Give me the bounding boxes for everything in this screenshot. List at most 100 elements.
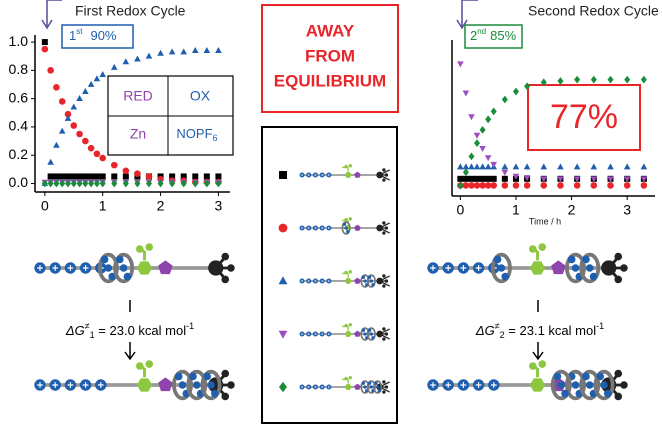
marker xyxy=(191,46,199,53)
marker xyxy=(53,173,60,180)
plus xyxy=(307,385,310,389)
plus xyxy=(37,265,43,271)
ring-unit xyxy=(363,385,367,389)
marker xyxy=(623,176,631,183)
plus xyxy=(475,382,482,388)
legend-marker xyxy=(279,381,287,393)
legend-marker xyxy=(278,330,288,339)
ring-unit xyxy=(589,272,598,281)
pyridine-knob xyxy=(145,243,154,251)
energy-symbol: ΔG xyxy=(475,323,495,338)
marker xyxy=(122,179,129,188)
plus xyxy=(300,332,304,336)
ring-unit xyxy=(561,389,569,398)
marker xyxy=(180,179,187,188)
pentagon xyxy=(354,171,361,178)
title-arrow xyxy=(456,0,478,30)
hexagon xyxy=(344,278,352,284)
marker xyxy=(501,182,509,189)
molecule xyxy=(299,323,390,341)
stopper-knob xyxy=(382,231,386,235)
stopper xyxy=(376,277,384,285)
marker xyxy=(180,173,187,180)
marker xyxy=(53,141,60,148)
marker xyxy=(485,175,492,182)
legend-marker xyxy=(278,276,288,285)
marker xyxy=(462,168,469,177)
marker xyxy=(203,173,210,180)
marker xyxy=(640,176,648,183)
marker xyxy=(41,179,48,188)
ring-unit xyxy=(493,255,502,264)
marker xyxy=(134,179,141,188)
ring xyxy=(360,380,370,394)
ring xyxy=(172,369,193,401)
molecule xyxy=(34,243,235,284)
stopper-knob xyxy=(382,327,386,331)
ring-unit xyxy=(571,264,580,272)
energy-exp: -1 xyxy=(186,321,194,331)
marker xyxy=(111,179,118,188)
marker xyxy=(468,163,475,170)
ring-unit xyxy=(371,283,375,287)
pentagon xyxy=(354,330,361,337)
marker xyxy=(87,144,95,152)
ring-unit xyxy=(211,389,219,398)
stopper-knob xyxy=(384,173,389,177)
plus xyxy=(300,226,304,230)
pentagon xyxy=(354,224,361,231)
pyridine-knob xyxy=(538,243,547,251)
pentagon xyxy=(354,277,361,284)
marker xyxy=(47,67,54,74)
marker xyxy=(93,173,100,180)
marker xyxy=(473,132,481,139)
stopper-knob xyxy=(221,252,230,261)
ring-unit xyxy=(100,255,109,264)
marker xyxy=(59,179,66,188)
marker xyxy=(468,152,475,161)
marker xyxy=(479,182,486,189)
marker xyxy=(134,55,141,62)
marker xyxy=(590,182,598,189)
marker xyxy=(557,176,564,183)
plus xyxy=(320,332,324,336)
badge-suffix: nd xyxy=(477,27,486,36)
marker xyxy=(53,84,60,91)
ring xyxy=(372,380,383,394)
plus xyxy=(314,173,317,177)
marker xyxy=(468,114,475,121)
ring xyxy=(550,369,572,401)
pyridine-knob xyxy=(348,323,352,327)
marker xyxy=(47,179,54,188)
marker xyxy=(540,176,548,183)
ring-unit xyxy=(178,381,187,389)
stopper xyxy=(601,260,617,276)
marker xyxy=(468,175,475,182)
molecule xyxy=(427,360,628,401)
marker xyxy=(203,46,211,53)
ring-unit xyxy=(374,381,378,385)
marker xyxy=(215,173,222,180)
marker xyxy=(540,78,547,87)
plus xyxy=(327,279,331,283)
ring xyxy=(186,369,208,401)
pyridine-knob xyxy=(528,245,537,253)
stopper-knob xyxy=(614,252,623,261)
marker xyxy=(145,173,153,180)
hexagon xyxy=(344,384,352,390)
badge xyxy=(61,24,134,49)
marker xyxy=(501,169,509,176)
plus xyxy=(307,173,310,177)
marker xyxy=(41,45,49,53)
annotation: 77% xyxy=(550,98,618,136)
badge xyxy=(464,24,523,49)
chart-title: First Redox Cycle xyxy=(75,3,186,19)
marker xyxy=(64,179,71,188)
ring xyxy=(341,221,351,235)
marker xyxy=(457,181,464,190)
ring xyxy=(360,274,370,288)
marker xyxy=(99,179,106,188)
marker xyxy=(70,173,77,180)
badge-percent: 90% xyxy=(90,28,116,43)
